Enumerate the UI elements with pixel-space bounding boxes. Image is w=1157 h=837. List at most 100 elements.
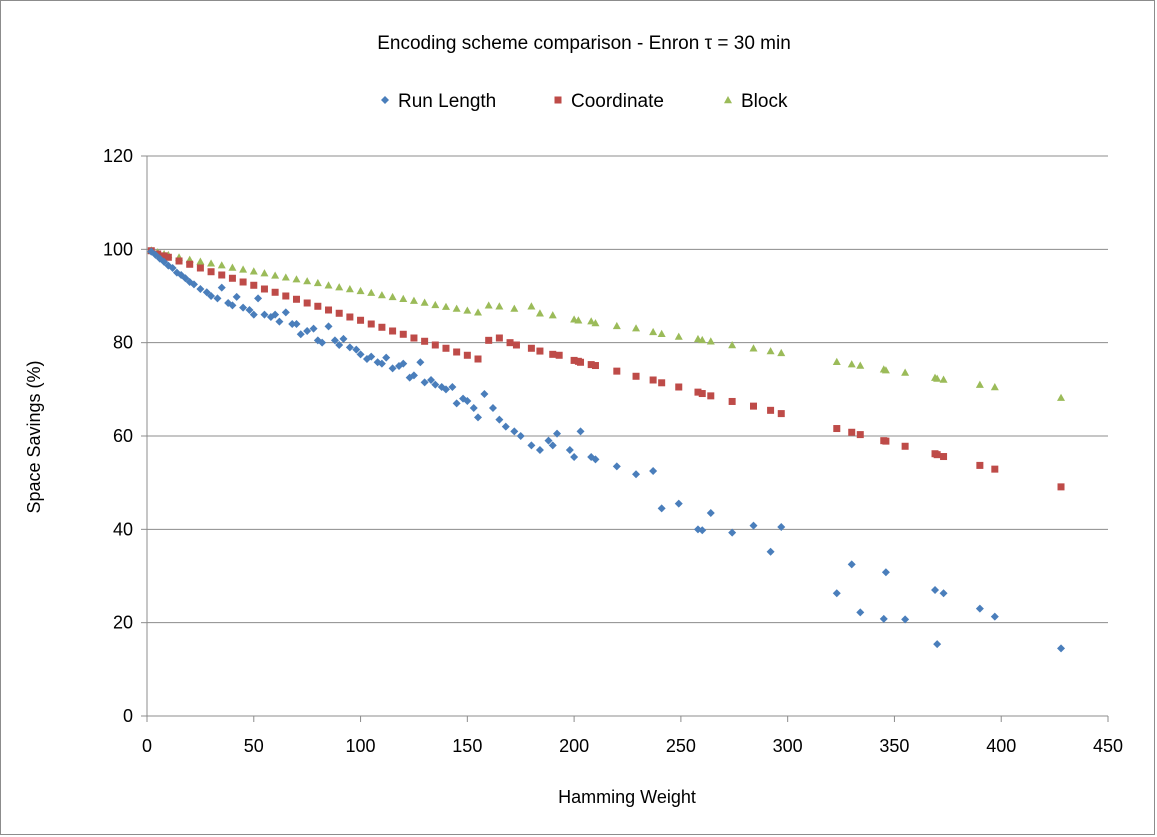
point-block: [975, 380, 984, 388]
point-block: [587, 317, 596, 325]
point-coordinate: [303, 299, 311, 307]
point-coordinate: [207, 268, 215, 276]
point-run-length: [245, 306, 254, 314]
point-run-length: [649, 467, 658, 475]
point-block: [766, 347, 775, 355]
point-run-length: [901, 615, 910, 624]
point-coordinate: [707, 392, 715, 400]
point-run-length: [706, 509, 715, 517]
point-run-length: [160, 257, 169, 266]
point-run-length: [275, 317, 284, 326]
point-run-length: [151, 250, 160, 259]
point-run-length: [463, 397, 472, 405]
point-coordinate: [658, 379, 666, 387]
legend-label-block: Block: [741, 91, 788, 112]
point-coordinate: [694, 388, 702, 396]
point-block: [239, 265, 248, 273]
legend-marker-block: [724, 96, 732, 104]
point-block: [260, 269, 269, 277]
x-tick-label-250: 250: [666, 736, 696, 756]
point-coordinate: [833, 425, 841, 433]
point-coordinate: [506, 339, 514, 347]
legend-label-run-length: Run Length: [398, 91, 496, 112]
point-coordinate: [367, 320, 375, 328]
point-coordinate: [196, 264, 204, 272]
point-block: [484, 301, 493, 309]
point-block: [939, 375, 948, 383]
point-block: [356, 286, 365, 295]
point-run-length: [698, 526, 707, 535]
point-coordinate: [536, 347, 544, 355]
point-run-length: [931, 586, 940, 594]
point-run-length: [303, 327, 312, 335]
point-coordinate: [463, 351, 471, 359]
point-run-length: [728, 528, 737, 537]
point-coordinate: [228, 274, 236, 282]
point-coordinate: [282, 292, 290, 300]
point-coordinate: [239, 278, 247, 286]
y-tick-label-120: 120: [103, 146, 133, 166]
point-run-length: [249, 310, 258, 319]
point-block: [1057, 393, 1066, 401]
point-coordinate: [325, 306, 333, 314]
point-run-length: [495, 415, 504, 424]
point-run-length: [452, 399, 461, 408]
point-coordinate: [991, 465, 999, 473]
x-tick-label-100: 100: [346, 736, 376, 756]
point-block: [249, 267, 258, 275]
point-block: [441, 302, 450, 310]
point-block: [463, 306, 472, 314]
point-block: [548, 311, 557, 319]
point-coordinate: [160, 252, 168, 260]
y-tick-label-80: 80: [113, 333, 133, 353]
point-run-length: [990, 612, 999, 621]
point-coordinate: [675, 383, 683, 391]
point-run-length: [488, 404, 497, 412]
point-run-length: [565, 446, 574, 454]
point-run-length: [416, 358, 425, 367]
point-coordinate: [453, 348, 461, 356]
point-run-length: [409, 371, 418, 380]
point-run-length: [501, 422, 510, 431]
point-run-length: [657, 504, 666, 513]
point-block: [574, 316, 583, 324]
point-coordinate: [260, 285, 268, 293]
point-block: [303, 277, 312, 285]
point-run-length: [168, 264, 177, 272]
point-run-length: [254, 294, 263, 303]
point-block: [431, 300, 440, 309]
series-coordinate: [147, 247, 1065, 491]
point-coordinate: [882, 437, 890, 445]
point-run-length: [975, 604, 984, 613]
point-run-length: [260, 310, 269, 319]
gridlines: [147, 155, 1108, 624]
point-coordinate: [933, 451, 941, 459]
point-block: [207, 259, 216, 267]
point-coordinate: [613, 367, 621, 375]
point-block: [777, 348, 786, 357]
point-coordinate: [901, 442, 909, 450]
point-run-length: [324, 322, 333, 331]
point-run-length: [527, 441, 536, 450]
x-tick-label-300: 300: [773, 736, 803, 756]
point-coordinate: [527, 344, 535, 352]
point-block: [388, 292, 397, 301]
point-coordinate: [164, 253, 172, 261]
point-run-length: [228, 301, 237, 310]
point-block: [271, 271, 280, 279]
point-coordinate: [577, 358, 585, 366]
point-run-length: [377, 359, 386, 368]
point-coordinate: [292, 295, 300, 303]
point-coordinate: [587, 361, 595, 369]
point-run-length: [847, 560, 856, 569]
point-coordinate: [767, 406, 775, 414]
point-run-length: [288, 320, 297, 328]
point-block: [292, 275, 301, 283]
point-block: [856, 361, 865, 369]
point-coordinate: [698, 390, 706, 398]
point-run-length: [181, 274, 190, 283]
point-run-length: [399, 359, 408, 368]
point-block: [452, 304, 461, 312]
point-block: [933, 374, 942, 382]
